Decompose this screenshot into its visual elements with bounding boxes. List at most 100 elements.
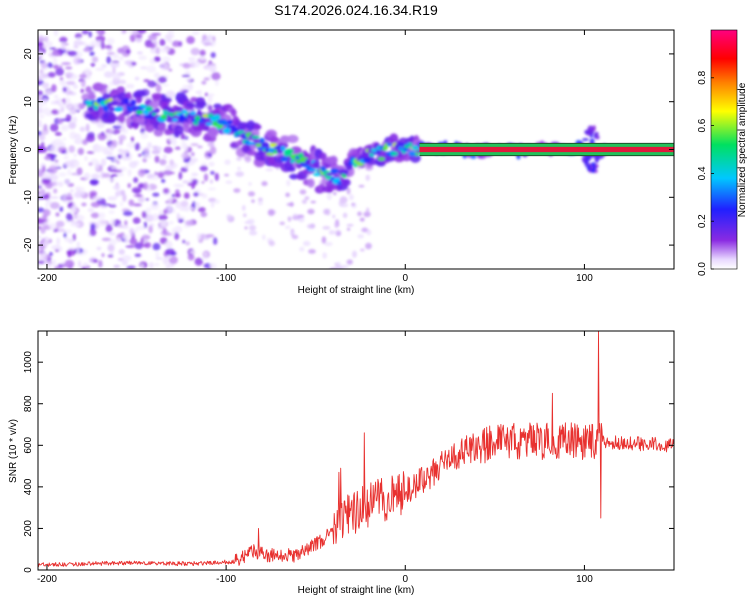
noise-blob xyxy=(113,154,117,163)
noise-blob xyxy=(235,171,245,177)
noise-blob xyxy=(80,79,86,88)
noise-blob xyxy=(214,172,219,181)
noise-blob xyxy=(121,156,132,161)
noise-blob xyxy=(97,67,106,71)
noise-blob xyxy=(177,218,184,223)
noise-blob xyxy=(108,81,114,87)
noise-blob xyxy=(201,193,208,199)
colorbar: 0.0 0.2 0.4 0.6 0.8 Normalized spectral ampl… xyxy=(697,29,748,276)
noise-blob xyxy=(181,74,191,78)
snr-y-ticks: 0 200 400 600 800 1000 xyxy=(23,351,674,573)
noise-blob xyxy=(125,49,131,54)
noise-blob xyxy=(146,65,157,73)
noise-blob xyxy=(130,136,135,143)
noise-blob xyxy=(111,53,120,59)
noise-blob xyxy=(322,252,327,259)
y-tick-label: 1000 xyxy=(23,351,34,374)
ridge-core xyxy=(251,135,260,139)
ridge-core xyxy=(325,172,335,176)
y-tick-label: 20 xyxy=(23,48,34,60)
ridge-core xyxy=(260,143,270,148)
noise-blob xyxy=(200,233,206,237)
ridge-core xyxy=(330,168,339,174)
ridge-halo xyxy=(289,173,299,180)
noise-blob xyxy=(171,193,175,198)
noise-blob xyxy=(233,188,241,193)
noise-blob xyxy=(168,256,178,265)
noise-blob xyxy=(83,262,89,266)
noise-blob xyxy=(50,144,59,153)
noise-blob xyxy=(136,34,143,39)
noise-blob xyxy=(124,60,132,65)
noise-blob xyxy=(88,162,93,166)
noise-blob xyxy=(65,97,71,104)
noise-blob xyxy=(203,252,208,256)
noise-blob xyxy=(38,263,41,269)
noise-blob xyxy=(286,202,295,206)
ridge-core xyxy=(123,97,130,105)
noise-blob xyxy=(203,173,209,182)
noise-blob xyxy=(163,169,173,176)
noise-blob xyxy=(346,187,351,195)
noise-blob xyxy=(286,179,291,187)
noise-blob xyxy=(174,146,181,150)
noise-blob xyxy=(194,257,203,266)
noise-blob xyxy=(302,240,311,247)
noise-blob xyxy=(80,88,85,94)
noise-blob xyxy=(334,221,338,229)
noise-blob xyxy=(41,178,50,185)
noise-blob xyxy=(38,114,45,119)
noise-blob xyxy=(122,149,130,155)
noise-blob xyxy=(209,146,217,155)
noise-blob xyxy=(63,232,67,239)
noise-blob xyxy=(351,202,355,206)
ridge-core xyxy=(183,119,190,123)
noise-blob xyxy=(124,220,128,226)
noise-blob xyxy=(140,237,144,246)
noise-blob xyxy=(125,245,136,248)
noise-blob xyxy=(185,220,195,226)
noise-blob xyxy=(248,230,258,236)
noise-blob xyxy=(127,169,132,177)
figure-title: S174.2026.024.16.34.R19 xyxy=(274,2,438,18)
noise-blob xyxy=(109,129,115,133)
noise-blob xyxy=(208,161,215,167)
ridge-core xyxy=(230,127,239,133)
ridge-core xyxy=(110,101,120,105)
noise-blob xyxy=(136,51,143,55)
noise-blob xyxy=(44,41,53,47)
noise-blob xyxy=(70,189,74,193)
noise-blob xyxy=(332,191,337,196)
noise-blob xyxy=(101,237,111,242)
noise-blob xyxy=(182,89,189,93)
noise-blob xyxy=(155,251,160,259)
colorbar-label: Normalized spectral amplitude xyxy=(737,82,748,217)
ridge-core xyxy=(308,168,316,172)
noise-blob xyxy=(106,156,116,160)
noise-blob xyxy=(89,51,95,57)
noise-blob xyxy=(365,174,371,181)
noise-blob xyxy=(104,132,112,141)
noise-blob xyxy=(157,171,165,179)
noise-blob xyxy=(65,196,74,201)
noise-blob xyxy=(162,257,169,265)
noise-blob xyxy=(183,192,190,199)
noise-blob xyxy=(132,217,141,225)
ridge-core xyxy=(145,105,154,112)
noise-blob xyxy=(122,30,127,34)
ridge-halo xyxy=(329,155,338,165)
noise-blob xyxy=(55,228,66,233)
noise-blob xyxy=(38,235,42,239)
snr-series-line xyxy=(38,331,674,567)
noise-blob xyxy=(184,205,190,212)
noise-blob xyxy=(174,232,180,241)
noise-blob xyxy=(143,79,150,83)
noise-blob xyxy=(209,262,217,269)
noise-blob xyxy=(162,83,170,87)
ridge-halo xyxy=(118,113,126,124)
ridge-halo xyxy=(286,134,299,144)
noise-blob xyxy=(131,61,137,66)
x-tick-label: 100 xyxy=(576,273,593,284)
noise-blob xyxy=(115,129,121,133)
noise-blob xyxy=(90,158,99,166)
